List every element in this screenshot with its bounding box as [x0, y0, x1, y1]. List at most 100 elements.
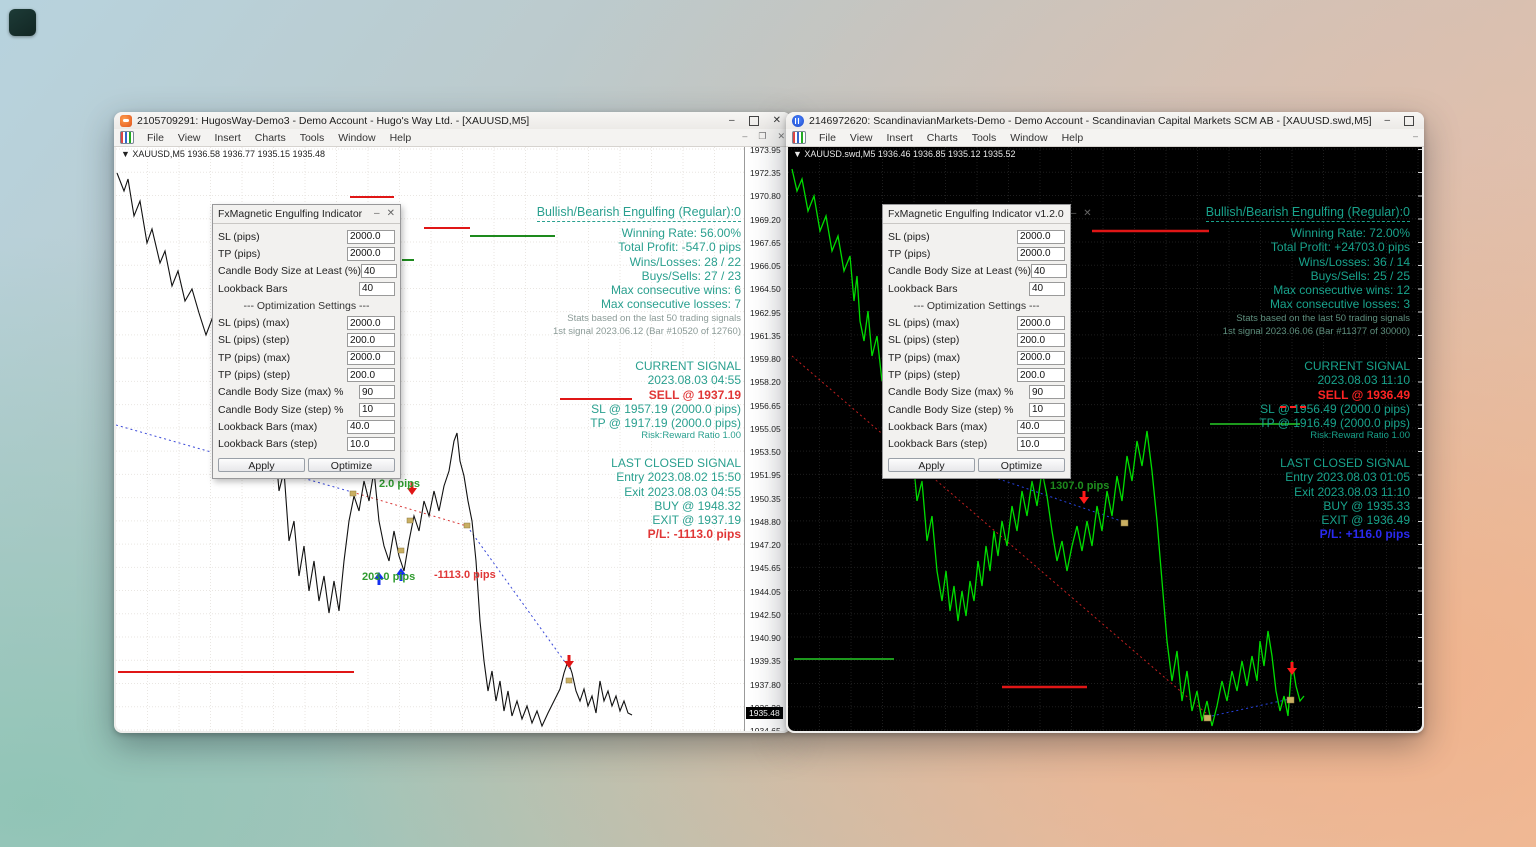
left-titlebar[interactable]: 2105709291: HugosWay-Demo3 - Demo Accoun… — [114, 112, 791, 129]
field-input[interactable] — [347, 229, 395, 244]
sell-arrow-icon — [1079, 491, 1089, 504]
last-signal-title: LAST CLOSED SIGNAL — [1280, 456, 1410, 470]
field-input[interactable] — [1017, 316, 1065, 331]
signal-line: Exit 2023.08.03 11:10 — [1294, 484, 1410, 499]
field-input[interactable] — [347, 437, 395, 452]
optimize-button[interactable]: Optimize — [308, 457, 395, 472]
field-input[interactable] — [359, 281, 395, 296]
field-input[interactable] — [1029, 385, 1065, 400]
price-axis[interactable]: 1935.48 1973.95 1972.35 1970.80 1969.20 1967… — [744, 147, 789, 731]
menu-item-window[interactable]: Window — [338, 131, 376, 144]
signal-flag-markers — [349, 490, 573, 684]
field-label: Candle Body Size (max) % — [888, 386, 1014, 399]
price-label: 1955.05 — [750, 423, 781, 434]
field-input[interactable] — [1031, 264, 1067, 279]
signal-line: Entry 2023.08.02 15:50 — [616, 470, 741, 485]
field-input[interactable] — [1017, 437, 1065, 452]
menu-item-window[interactable]: Window — [1010, 131, 1048, 144]
maximize-icon[interactable] — [748, 115, 759, 126]
left-chart-area[interactable]: ▼ XAUUSD,M5 1936.58 1936.77 1935.15 1935… — [116, 147, 789, 731]
field-input[interactable] — [359, 385, 395, 400]
left-price-chart — [116, 147, 747, 731]
signal-line: Buys/Sells: 25 / 25 — [1310, 268, 1410, 283]
mdi-minimize-icon[interactable]: – — [1412, 131, 1418, 141]
field-label: Lookback Bars — [888, 282, 958, 295]
optimize-button[interactable]: Optimize — [978, 457, 1065, 472]
sell-projection-line — [791, 355, 1208, 715]
current-price-badge: 1935.48 — [746, 707, 783, 719]
field-label: Candle Body Size (step) % — [218, 403, 344, 416]
left-symbol-ohlc[interactable]: ▼ XAUUSD,M5 1936.58 1936.77 1935.15 1935… — [121, 149, 326, 159]
mdi-restore-icon[interactable]: ❐ — [758, 131, 767, 141]
price-label: 1940.90 — [750, 633, 781, 644]
menu-item-charts[interactable]: Charts — [254, 131, 286, 144]
menu-item-tools[interactable]: Tools — [299, 131, 325, 144]
field-input[interactable] — [1017, 419, 1065, 434]
field-input[interactable] — [361, 264, 397, 279]
optimization-section-header: --- Optimization Settings --- — [243, 299, 370, 312]
field-input[interactable] — [347, 368, 395, 383]
field-label: SL (pips) — [218, 230, 260, 243]
field-input[interactable] — [347, 246, 395, 261]
left-window-title: 2105709291: HugosWay-Demo3 - Demo Accoun… — [137, 114, 530, 127]
field-input[interactable] — [1017, 246, 1065, 261]
maximize-icon[interactable] — [1404, 115, 1414, 126]
menu-item-file[interactable]: File — [147, 131, 164, 144]
dialog-close-icon[interactable]: ✕ — [386, 208, 395, 219]
mdi-close-icon[interactable]: ✕ — [777, 131, 785, 141]
right-chart-area[interactable]: ▼ XAUUSD.swd,M5 1936.46 1936.85 1935.12 … — [788, 147, 1422, 731]
menu-item-help[interactable]: Help — [389, 131, 412, 144]
right-symbol-ohlc[interactable]: ▼ XAUUSD.swd,M5 1936.46 1936.85 1935.12 … — [793, 149, 1016, 159]
apply-button[interactable]: Apply — [888, 457, 975, 472]
dialog-minimize-icon[interactable]: – — [1070, 208, 1077, 219]
field-label: Candle Body Size at Least (%) — [218, 265, 361, 278]
menu-item-insert[interactable]: Insert — [886, 131, 913, 144]
price-label: 1973.95 — [750, 147, 781, 155]
menu-item-file[interactable]: File — [819, 131, 836, 144]
price-label: 1934.65 — [750, 726, 781, 731]
minimize-icon[interactable]: – — [1384, 114, 1390, 126]
field-label: Lookback Bars (max) — [888, 420, 988, 433]
price-label: 1962.95 — [750, 307, 781, 318]
price-label: 1939.35 — [750, 656, 781, 667]
minimize-icon[interactable]: – — [729, 114, 735, 126]
signal-line: SELL @ 1936.49 — [1317, 387, 1410, 402]
chart-window-icon[interactable] — [792, 131, 806, 144]
desktop-shortcut-icon[interactable] — [9, 9, 36, 36]
price-label: 1942.50 — [750, 609, 781, 620]
field-input[interactable] — [1029, 281, 1065, 296]
signal-line: Risk:Reward Ratio 1.00 — [1310, 430, 1410, 442]
price-label: 1966.05 — [750, 261, 781, 272]
menu-item-view[interactable]: View — [177, 131, 201, 144]
field-input[interactable] — [1029, 402, 1065, 417]
field-input[interactable] — [1017, 333, 1065, 348]
field-label: Lookback Bars — [218, 282, 288, 295]
mdi-minimize-icon[interactable]: – — [742, 131, 748, 141]
field-input[interactable] — [1017, 368, 1065, 383]
dialog-titlebar[interactable]: FxMagnetic Engulfing Indicator v1.2.0 – … — [883, 205, 1092, 224]
field-input[interactable] — [1017, 350, 1065, 365]
dialog-minimize-icon[interactable]: – — [374, 208, 380, 219]
menu-item-tools[interactable]: Tools — [971, 131, 997, 144]
field-input[interactable] — [347, 350, 395, 365]
field-input[interactable] — [359, 402, 395, 417]
indicator-dialog[interactable]: FxMagnetic Engulfing Indicator – ✕ SL (p… — [212, 204, 401, 479]
field-input[interactable] — [347, 316, 395, 331]
field-input[interactable] — [347, 419, 395, 434]
menu-item-insert[interactable]: Insert — [214, 131, 241, 144]
right-titlebar[interactable]: 2146972620: ScandinavianMarkets-Demo - D… — [786, 112, 1424, 129]
menu-item-charts[interactable]: Charts — [926, 131, 958, 144]
dialog-close-icon[interactable]: ✕ — [1083, 208, 1092, 219]
field-input[interactable] — [347, 333, 395, 348]
menu-item-view[interactable]: View — [849, 131, 873, 144]
menu-item-help[interactable]: Help — [1061, 131, 1084, 144]
indicator-dialog[interactable]: FxMagnetic Engulfing Indicator v1.2.0 – … — [882, 204, 1092, 479]
field-label: TP (pips) (max) — [888, 351, 961, 364]
stats-header: Bullish/Bearish Engulfing (Regular):0 — [1205, 205, 1410, 222]
chart-window-icon[interactable] — [120, 131, 134, 144]
dialog-titlebar[interactable]: FxMagnetic Engulfing Indicator – ✕ — [213, 205, 400, 224]
field-input[interactable] — [1017, 229, 1065, 244]
close-icon[interactable]: ✕ — [772, 114, 781, 126]
field-label: Candle Body Size (step) % — [888, 403, 1014, 416]
apply-button[interactable]: Apply — [218, 457, 305, 472]
